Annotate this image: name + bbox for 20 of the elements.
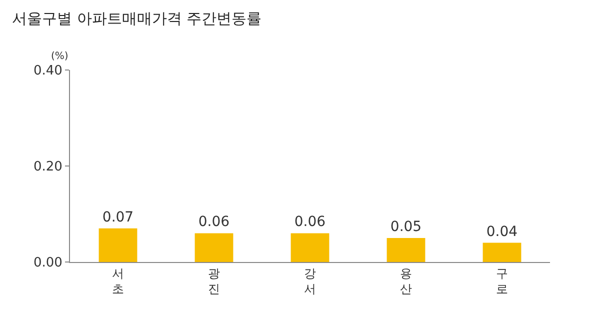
data-label: 0.05 [390, 219, 422, 235]
y-axis-title: (%) [51, 51, 68, 62]
y-tick-label: 0.40 [33, 64, 62, 79]
bar [98, 228, 138, 262]
data-label: 0.07 [102, 209, 134, 226]
x-tick-label: 강서 [304, 266, 316, 296]
bar [386, 238, 426, 262]
x-tick-label: 구로 [496, 266, 508, 296]
bar [290, 233, 330, 262]
data-label: 0.04 [486, 224, 518, 240]
bar [194, 233, 234, 262]
y-tick-label: 0.20 [33, 160, 62, 175]
data-label: 0.06 [294, 214, 326, 230]
bar [482, 242, 522, 262]
x-tick-label: 서초 [112, 266, 124, 296]
data-label: 0.06 [198, 214, 230, 230]
chart-title: 서울구별 아파트매매가격 주간변동률 [12, 9, 262, 28]
x-tick-label: 용산 [400, 266, 412, 296]
x-tick-label: 광진 [208, 266, 220, 296]
y-tick-label: 0.00 [33, 256, 62, 271]
